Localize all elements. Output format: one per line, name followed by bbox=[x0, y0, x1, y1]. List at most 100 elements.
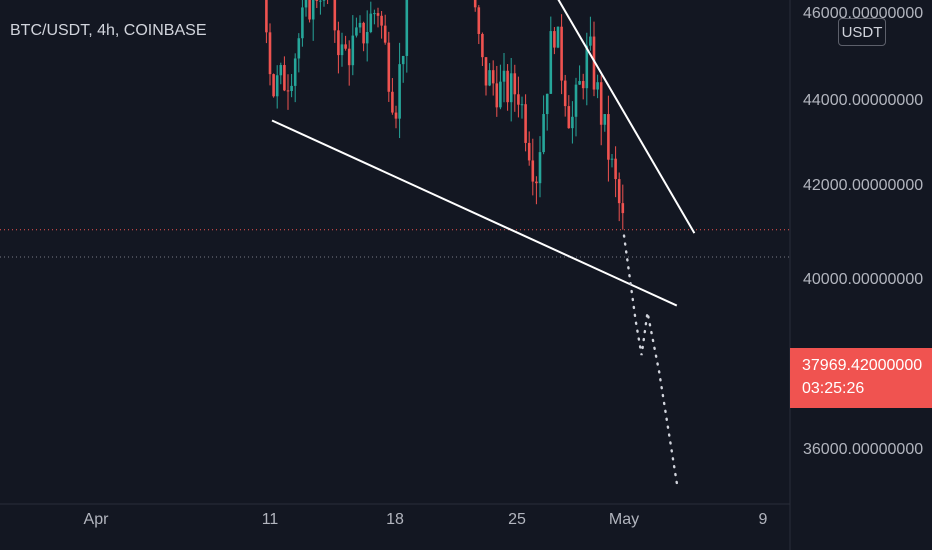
currency-button[interactable]: USDT bbox=[838, 18, 886, 46]
candle-body bbox=[365, 32, 369, 44]
trendline bbox=[557, 0, 696, 234]
candle-body bbox=[531, 160, 535, 182]
candle-body bbox=[617, 179, 621, 204]
candle-body bbox=[473, 0, 477, 8]
projection-path bbox=[622, 234, 678, 485]
candle-body bbox=[567, 106, 571, 129]
candle-body bbox=[383, 25, 387, 43]
candle-body bbox=[477, 7, 481, 34]
candle-body bbox=[362, 22, 365, 44]
candle-body bbox=[297, 38, 301, 59]
x-tick-label: 18 bbox=[386, 511, 404, 528]
candle-body bbox=[610, 158, 614, 160]
candle-body bbox=[333, 0, 337, 31]
axes-layer bbox=[0, 0, 791, 550]
candle-body bbox=[481, 33, 484, 58]
x-tick-label: May bbox=[608, 511, 640, 528]
candle-body bbox=[607, 114, 610, 160]
candle-body bbox=[358, 22, 362, 28]
candle-body bbox=[513, 73, 517, 95]
overlay-layer bbox=[0, 0, 790, 485]
candle-body bbox=[394, 112, 398, 119]
candle-body bbox=[553, 31, 556, 48]
candle-body bbox=[265, 0, 268, 33]
candle-body bbox=[589, 36, 592, 46]
candle-body bbox=[556, 26, 560, 48]
y-tick-label: 40000.00000000 bbox=[803, 271, 924, 288]
candle-body bbox=[319, 0, 322, 2]
candle-body bbox=[405, 0, 409, 56]
candle-body bbox=[581, 81, 585, 89]
candle-body bbox=[391, 91, 394, 113]
bar-countdown: 03:25:26 bbox=[802, 380, 865, 397]
candle-body bbox=[538, 152, 542, 184]
symbol-title[interactable]: BTC/USDT, 4h, COINBASE bbox=[10, 22, 207, 39]
candle-body bbox=[560, 26, 563, 81]
candle-body bbox=[347, 48, 351, 66]
candle-body bbox=[517, 94, 520, 105]
candle-body bbox=[585, 45, 589, 89]
candle-body bbox=[275, 75, 279, 97]
candle-body bbox=[571, 116, 574, 129]
candle-body bbox=[499, 81, 502, 108]
candle-body bbox=[524, 104, 527, 143]
candle-body bbox=[380, 15, 383, 26]
candle-body bbox=[311, 0, 315, 20]
candle-body bbox=[398, 64, 401, 119]
candle-body bbox=[509, 73, 513, 103]
candle-body bbox=[355, 27, 358, 36]
candle-body bbox=[502, 70, 506, 82]
candle-body bbox=[376, 13, 380, 16]
x-tick-label: 9 bbox=[758, 511, 768, 528]
candle-body bbox=[592, 36, 596, 90]
candle-body bbox=[495, 83, 499, 108]
candle-body bbox=[542, 114, 545, 153]
candles-layer bbox=[265, 0, 625, 230]
x-tick-label: 11 bbox=[261, 511, 279, 528]
candle-body bbox=[369, 13, 373, 33]
candle-body bbox=[614, 158, 617, 180]
candle-body bbox=[488, 70, 491, 86]
candle-body bbox=[596, 82, 599, 90]
candle-body bbox=[315, 0, 319, 1]
candle-body bbox=[574, 84, 578, 117]
candle-body bbox=[401, 55, 405, 65]
candle-body bbox=[308, 0, 311, 20]
candle-body bbox=[563, 80, 567, 107]
candle-body bbox=[535, 181, 538, 184]
candle-body bbox=[268, 32, 272, 75]
y-tick-label: 44000.00000000 bbox=[803, 92, 924, 109]
candle-body bbox=[301, 7, 304, 39]
x-tick-label: Apr bbox=[83, 511, 109, 528]
x-tick-label: 25 bbox=[508, 511, 526, 528]
candle-body bbox=[621, 203, 625, 214]
candle-body bbox=[340, 44, 344, 56]
candle-body bbox=[272, 74, 275, 97]
candle-body bbox=[337, 30, 340, 56]
y-tick-label: 46000.00000000 bbox=[803, 5, 924, 22]
candle-body bbox=[599, 82, 603, 125]
candle-body bbox=[545, 93, 549, 115]
candle-body bbox=[484, 57, 488, 86]
candle-body bbox=[304, 0, 308, 8]
last-price-value: 37969.42000000 bbox=[802, 357, 923, 374]
candle-body bbox=[373, 13, 376, 15]
candle-body bbox=[351, 35, 355, 66]
candle-body bbox=[322, 0, 326, 1]
candle-body bbox=[279, 65, 283, 76]
candle-body bbox=[286, 90, 290, 92]
candle-body bbox=[520, 104, 524, 106]
candle-body bbox=[578, 81, 581, 85]
candle-body bbox=[527, 142, 531, 161]
candle-body bbox=[549, 31, 553, 94]
candle-body bbox=[290, 85, 293, 92]
candle-body bbox=[344, 44, 347, 49]
y-tick-label: 36000.00000000 bbox=[803, 441, 924, 458]
candle-body bbox=[293, 58, 297, 86]
candle-body bbox=[506, 70, 509, 103]
y-tick-label: 42000.00000000 bbox=[803, 177, 924, 194]
candle-body bbox=[603, 114, 607, 125]
last-price-label: 37969.42000000 03:25:26 bbox=[790, 348, 932, 408]
